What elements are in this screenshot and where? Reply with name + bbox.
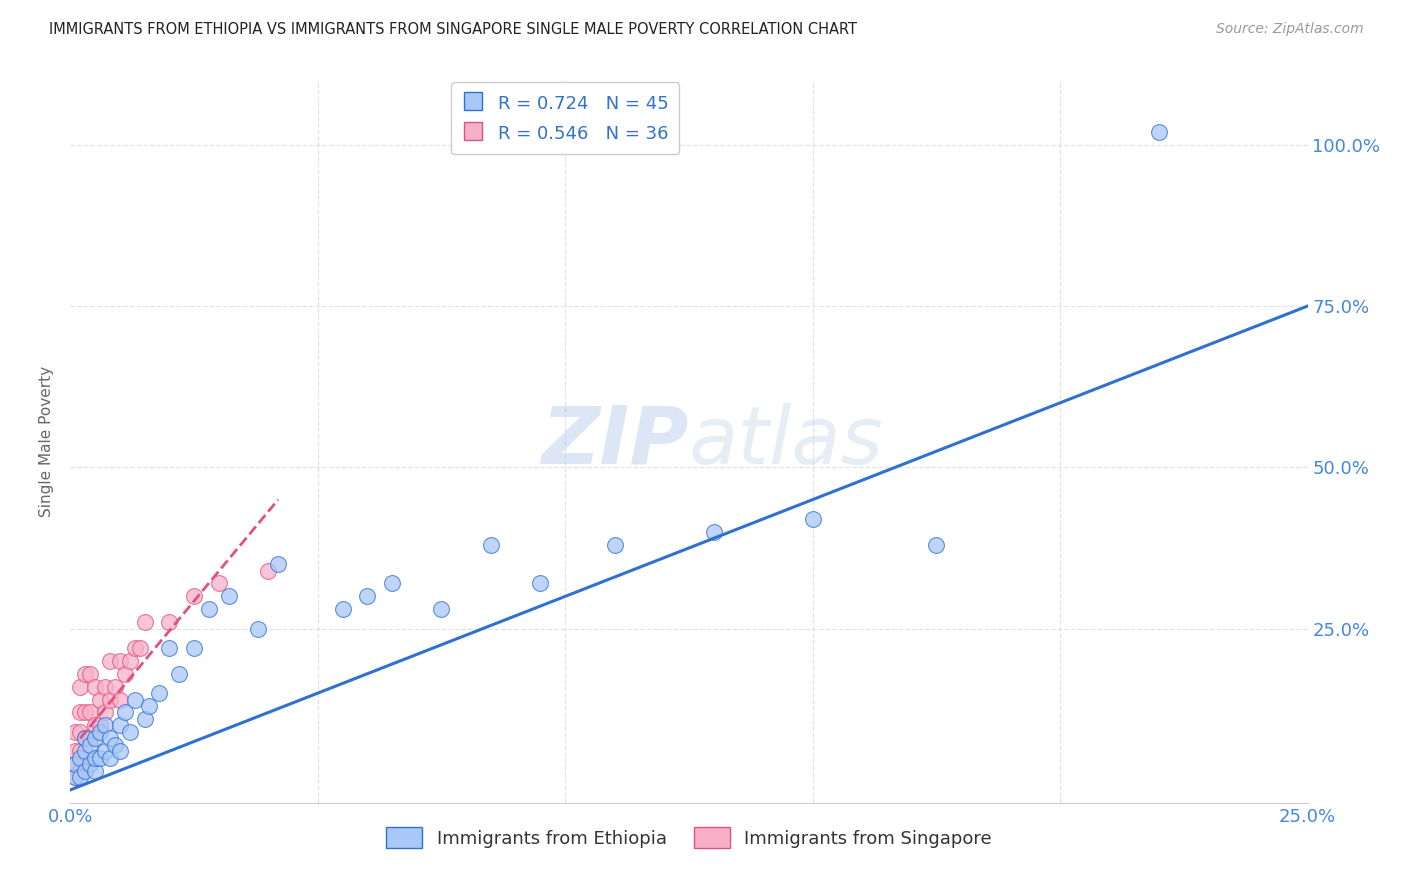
Legend: Immigrants from Ethiopia, Immigrants from Singapore: Immigrants from Ethiopia, Immigrants fro… [378,820,1000,855]
Text: IMMIGRANTS FROM ETHIOPIA VS IMMIGRANTS FROM SINGAPORE SINGLE MALE POVERTY CORREL: IMMIGRANTS FROM ETHIOPIA VS IMMIGRANTS F… [49,22,858,37]
Point [98,731,121,746]
Point [356,590,378,604]
Point [138,699,160,714]
Point [98,750,121,764]
Point [479,538,502,552]
Point [65,770,87,784]
Point [257,564,280,578]
Point [148,686,170,700]
Point [65,770,87,784]
Point [134,712,156,726]
Point [75,666,97,681]
Point [332,602,354,616]
Point [208,576,231,591]
Point [104,680,127,694]
Point [529,576,551,591]
Point [89,724,111,739]
Point [183,590,205,604]
Point [79,666,101,681]
Point [89,750,111,764]
Point [84,718,107,732]
Point [94,744,117,758]
Point [69,706,91,720]
Point [69,764,91,778]
Y-axis label: Single Male Poverty: Single Male Poverty [39,366,55,517]
Text: ZIP: ZIP [541,402,689,481]
Point [1147,125,1170,139]
Point [134,615,156,630]
Point [75,764,97,778]
Point [94,706,117,720]
Text: Source: ZipAtlas.com: Source: ZipAtlas.com [1216,22,1364,37]
Point [118,724,141,739]
Point [89,718,111,732]
Point [381,576,404,591]
Point [75,731,97,746]
Point [124,692,146,706]
Point [108,692,131,706]
Point [65,724,87,739]
Point [75,744,97,758]
Point [801,512,824,526]
Point [247,622,270,636]
Point [114,666,136,681]
Point [75,750,97,764]
Text: atlas: atlas [689,402,884,481]
Point [84,764,107,778]
Point [124,640,146,655]
Point [157,615,180,630]
Point [79,738,101,752]
Point [75,706,97,720]
Point [108,654,131,668]
Point [267,557,290,571]
Point [603,538,626,552]
Point [69,750,91,764]
Point [65,744,87,758]
Point [157,640,180,655]
Point [98,692,121,706]
Point [65,757,87,772]
Point [925,538,948,552]
Point [703,524,725,539]
Point [84,680,107,694]
Point [65,757,87,772]
Point [69,744,91,758]
Point [69,724,91,739]
Point [118,654,141,668]
Point [98,654,121,668]
Point [75,731,97,746]
Point [94,718,117,732]
Point [218,590,240,604]
Point [430,602,453,616]
Point [128,640,150,655]
Point [114,706,136,720]
Point [84,731,107,746]
Point [79,706,101,720]
Point [79,757,101,772]
Point [69,680,91,694]
Point [84,750,107,764]
Point [198,602,221,616]
Point [69,770,91,784]
Point [167,666,190,681]
Point [79,731,101,746]
Point [183,640,205,655]
Point [108,744,131,758]
Point [89,692,111,706]
Point [104,738,127,752]
Point [94,680,117,694]
Point [108,718,131,732]
